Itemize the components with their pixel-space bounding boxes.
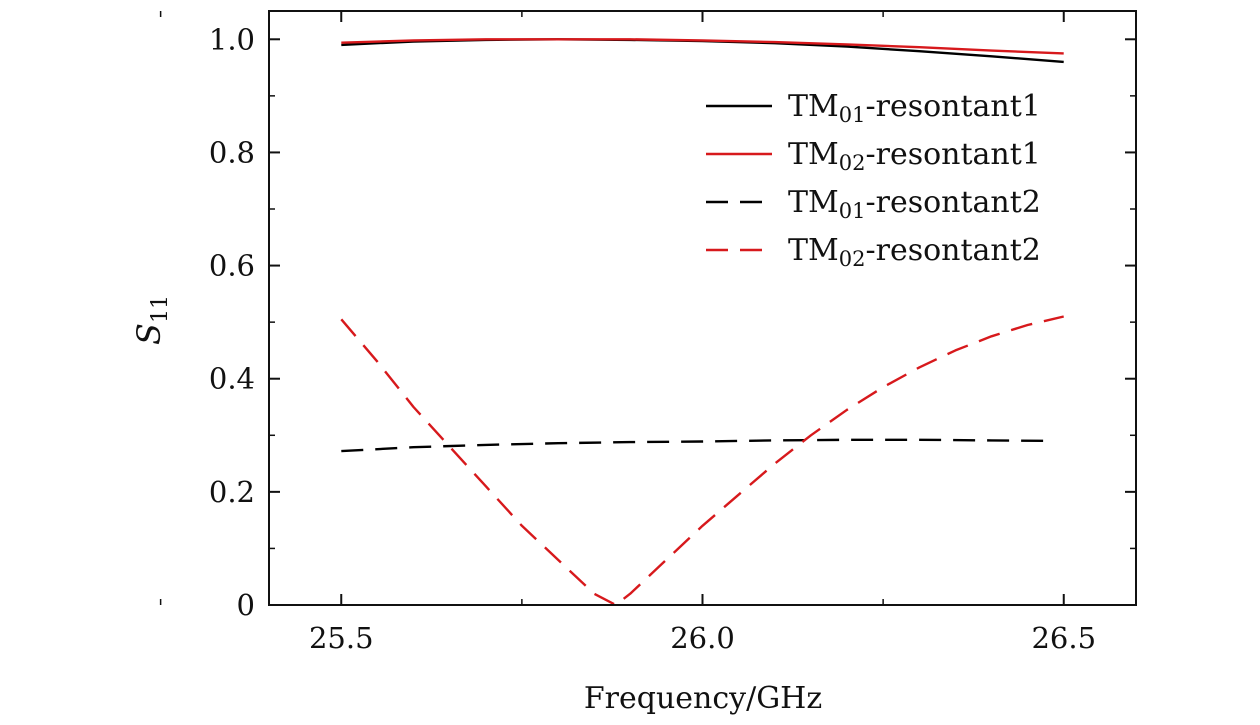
series-line-4 bbox=[340, 315, 1064, 607]
x-tick-label: 26.0 bbox=[670, 621, 735, 655]
legend-label-suffix: -resontant2 bbox=[865, 185, 1040, 220]
y-axis-label-subscript: 11 bbox=[148, 295, 173, 323]
legend-label-3: TM01-resontant2 bbox=[788, 185, 1041, 223]
legend-label-subscript: 02 bbox=[839, 247, 866, 271]
axes: 25.5 26.0 26.5 0 0.2 0.4 0.6 0.8 1.0 bbox=[159, 10, 1137, 655]
y-axis-label-main: S bbox=[130, 323, 168, 345]
legend-label-suffix: -resontant1 bbox=[865, 137, 1040, 172]
legend-label-prefix: TM bbox=[788, 137, 839, 172]
plot-marks bbox=[340, 38, 1064, 607]
y-tick-label: 0 bbox=[237, 588, 255, 622]
legend-label-subscript: 01 bbox=[839, 199, 866, 223]
legend-label-1: TM01-resontant1 bbox=[788, 89, 1041, 127]
series-line-3 bbox=[341, 438, 1050, 453]
legend-label-suffix: -resontant1 bbox=[865, 89, 1040, 124]
legend-label-prefix: TM bbox=[788, 233, 839, 268]
series-line-1 bbox=[341, 38, 1064, 64]
series-line-2 bbox=[341, 38, 1064, 55]
y-tick-label: 1.0 bbox=[209, 22, 255, 56]
y-tick-label: 0.2 bbox=[209, 475, 255, 509]
legend-label-4: TM02-resontant2 bbox=[788, 233, 1041, 271]
y-tick-label: 0.6 bbox=[209, 249, 255, 283]
y-axis-label: S11 bbox=[130, 295, 173, 345]
legend-label-2: TM02-resontant1 bbox=[788, 137, 1041, 175]
y-tick-label: 0.8 bbox=[209, 135, 255, 169]
y-tick-label: 0.4 bbox=[209, 362, 255, 396]
legend-label-prefix: TM bbox=[788, 89, 839, 124]
legend-label-prefix: TM bbox=[788, 185, 839, 220]
x-tick-label: 26.5 bbox=[1031, 621, 1096, 655]
legend-label-subscript: 01 bbox=[839, 103, 866, 127]
legend-label-subscript: 02 bbox=[839, 151, 866, 175]
legend: TM01-resontant1TM02-resontant1TM01-reson… bbox=[706, 89, 1041, 271]
x-axis-label: Frequency/GHz bbox=[584, 681, 822, 716]
x-tick-label: 25.5 bbox=[309, 621, 374, 655]
legend-label-suffix: -resontant2 bbox=[865, 233, 1040, 268]
